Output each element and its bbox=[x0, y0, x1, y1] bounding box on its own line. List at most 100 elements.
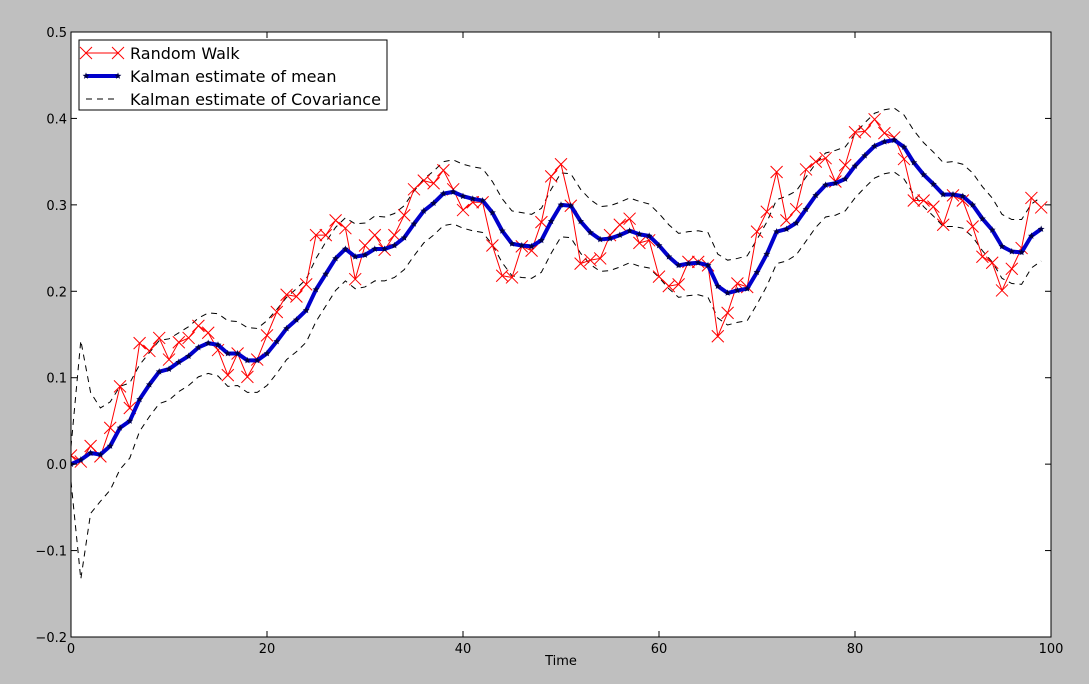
random-walk-point bbox=[368, 228, 382, 242]
kalman-mean-point bbox=[782, 225, 790, 232]
random-walk-marker-stroke bbox=[789, 202, 803, 216]
x-tick-label: 40 bbox=[455, 642, 472, 657]
random-walk-marker-stroke bbox=[123, 401, 137, 415]
random-walk-point bbox=[731, 277, 744, 290]
random-walk-marker-stroke bbox=[672, 278, 685, 291]
random-walk-marker-stroke bbox=[593, 252, 607, 265]
x-tick-label: 80 bbox=[847, 642, 864, 657]
random-walk-point bbox=[103, 421, 117, 435]
random-walk-point bbox=[486, 239, 499, 252]
random-walk-point bbox=[858, 125, 872, 138]
random-walk-point bbox=[152, 331, 166, 345]
random-walk-point bbox=[848, 125, 862, 139]
random-walk-marker-stroke bbox=[838, 158, 852, 172]
x-tick-label: 100 bbox=[1039, 642, 1064, 657]
random-walk-marker-stroke bbox=[525, 244, 538, 258]
random-walk-point bbox=[544, 169, 558, 183]
random-walk-point bbox=[623, 212, 636, 226]
kalman-mean-point bbox=[939, 190, 947, 198]
kalman-mean-point bbox=[792, 219, 800, 226]
random-walk-marker-stroke bbox=[750, 225, 764, 239]
y-tick-label: 0.5 bbox=[46, 26, 67, 41]
random-walk-point bbox=[936, 218, 950, 232]
random-walk-point bbox=[574, 257, 587, 270]
random-walk-marker-stroke bbox=[760, 205, 774, 219]
kalman-mean-point bbox=[871, 142, 879, 149]
legend-box bbox=[78, 39, 388, 111]
random-walk-point bbox=[309, 228, 323, 242]
random-walk-marker-stroke bbox=[652, 270, 666, 283]
kalman-mean-point bbox=[724, 289, 732, 296]
random-walk-point bbox=[456, 203, 470, 217]
legend-sample-random-walk bbox=[79, 46, 125, 60]
random-walk-marker-stroke bbox=[407, 182, 421, 196]
random-walk-point bbox=[760, 205, 774, 219]
random-walk-marker-stroke bbox=[711, 329, 725, 343]
kalman-mean-point bbox=[910, 158, 918, 166]
random-walk-marker-stroke bbox=[554, 157, 568, 171]
random-walk-point bbox=[976, 250, 989, 264]
kalman-mean-point bbox=[136, 395, 144, 403]
kalman-mean-point bbox=[714, 282, 722, 290]
kalman-mean-point bbox=[822, 181, 830, 188]
random-walk-point bbox=[1005, 262, 1019, 276]
random-walk-point bbox=[192, 319, 205, 333]
random-walk-point bbox=[143, 344, 156, 358]
kalman-mean-point bbox=[439, 190, 447, 197]
kalman-mean-point bbox=[929, 180, 937, 188]
random-walk-marker-stroke bbox=[152, 331, 166, 345]
kalman-mean-point bbox=[234, 349, 242, 357]
kalman-mean-point bbox=[773, 228, 781, 235]
random-walk-point bbox=[162, 353, 176, 366]
random-walk-marker-stroke bbox=[1034, 201, 1048, 214]
random-walk-marker-stroke bbox=[397, 208, 411, 222]
kalman-mean-point bbox=[361, 251, 369, 258]
kalman-mean-point bbox=[459, 192, 467, 200]
kalman-mean-point bbox=[155, 368, 163, 375]
kalman-mean-point bbox=[77, 456, 85, 463]
random-walk-point bbox=[388, 228, 401, 242]
kalman-mean-point bbox=[145, 381, 153, 388]
random-walk-marker-stroke bbox=[858, 125, 872, 138]
kalman-mean-point bbox=[606, 234, 614, 242]
random-walk-point bbox=[201, 326, 215, 340]
kalman-mean-point bbox=[1037, 225, 1045, 232]
random-walk-marker-stroke bbox=[427, 176, 440, 190]
kalman-mean-point bbox=[567, 202, 575, 209]
random-walk-point bbox=[172, 335, 186, 349]
random-walk-marker-stroke bbox=[721, 306, 734, 320]
kalman-mean-point bbox=[1027, 232, 1035, 239]
kalman-mean-point bbox=[528, 242, 536, 250]
random-walk-point bbox=[358, 239, 372, 252]
random-walk-marker-stroke bbox=[368, 228, 382, 242]
kalman-mean-point bbox=[537, 236, 545, 244]
random-walk-point bbox=[868, 112, 881, 126]
kalman-mean-point bbox=[978, 215, 986, 222]
kalman-mean-point bbox=[420, 207, 428, 214]
random-walk-marker-stroke bbox=[192, 319, 205, 333]
random-walk-marker-stroke bbox=[535, 215, 548, 229]
random-walk-marker-stroke bbox=[956, 194, 970, 207]
random-walk-marker-stroke bbox=[113, 380, 127, 393]
kalman-mean-point bbox=[508, 240, 516, 247]
kalman-mean-point bbox=[479, 196, 487, 204]
kalman-mean-point bbox=[283, 324, 291, 332]
random-walk-marker-stroke bbox=[456, 203, 470, 217]
random-walk-marker-stroke bbox=[985, 256, 999, 270]
kalman-mean-point bbox=[763, 250, 771, 258]
y-tick-label: 0.2 bbox=[46, 285, 67, 300]
x-tick-label: 0 bbox=[67, 642, 75, 657]
kalman-mean-point bbox=[204, 339, 212, 347]
random-walk-point bbox=[770, 165, 783, 179]
kalman-mean-point bbox=[96, 451, 104, 458]
kalman-mean-point bbox=[920, 171, 928, 178]
random-walk-marker-stroke bbox=[348, 272, 362, 286]
random-walk-marker-stroke bbox=[339, 221, 352, 235]
kalman-mean-point bbox=[430, 199, 438, 207]
kalman-mean-point bbox=[861, 151, 869, 159]
kalman-mean-point bbox=[518, 241, 526, 249]
random-walk-point bbox=[907, 194, 921, 207]
kalman-mean-point bbox=[969, 201, 977, 208]
kalman-mean-point bbox=[557, 201, 565, 208]
